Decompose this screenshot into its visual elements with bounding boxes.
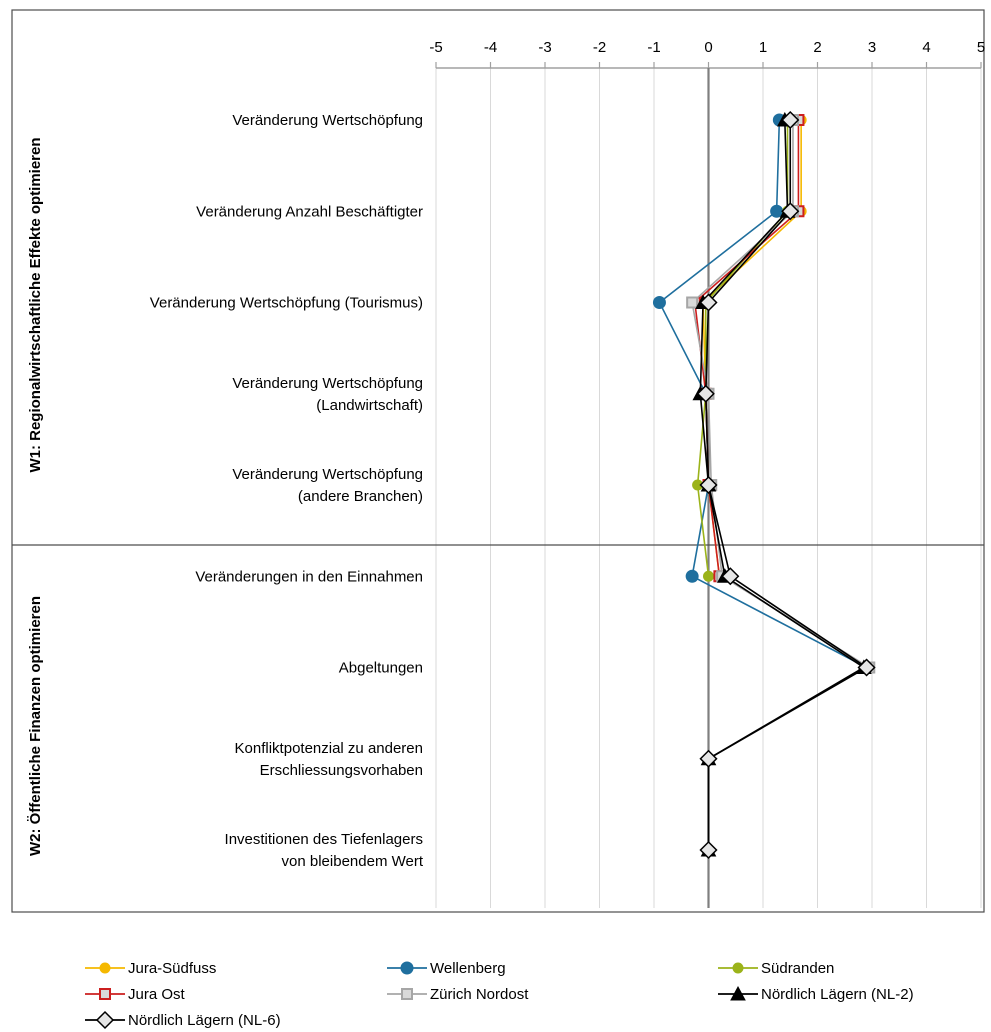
data-point [781, 110, 800, 130]
category-label: (Landwirtschaft) [316, 397, 423, 414]
x-tick-label: -2 [593, 39, 606, 56]
legend-item: Zürich Nordost [387, 986, 529, 1003]
group-labels: W1: Regionalwirtschaftliche Effekte opti… [27, 137, 44, 856]
legend-marker [99, 962, 111, 974]
x-tick-label: -3 [538, 39, 551, 56]
data-point [652, 296, 666, 309]
x-tick-label: 2 [813, 39, 821, 56]
data-point [699, 475, 718, 495]
data-point [699, 293, 718, 312]
legend-item: Südranden [718, 960, 834, 977]
data-point [699, 840, 718, 860]
category-label: Veränderung Wertschöpfung (Tourismus) [150, 295, 423, 312]
category-label: Veränderung Wertschöpfung [232, 466, 423, 483]
category-label: von bleibendem Wert [282, 853, 424, 870]
x-tick-label: 4 [922, 39, 930, 56]
legend-label: Nördlich Lägern (NL-2) [761, 986, 914, 1003]
data-point [721, 567, 740, 586]
category-labels: Veränderung Wertschöpfung Veränderung Anz… [150, 112, 424, 870]
legend-label: Südranden [761, 960, 834, 977]
legend-marker [400, 961, 414, 975]
category-label: Erschliessungsvorhaben [260, 762, 423, 779]
x-tick-label: 0 [704, 39, 712, 56]
legend-marker [99, 988, 111, 1000]
category-label: Konfliktpotenzial zu anderen [235, 740, 423, 757]
data-point [699, 749, 718, 768]
x-tick-label: -5 [429, 39, 442, 56]
x-tick-label: 1 [759, 39, 767, 56]
legend-item: Jura-Südfuss [85, 960, 216, 977]
data-point [781, 202, 800, 221]
category-label: (andere Branchen) [298, 488, 423, 505]
legend-marker [95, 1010, 115, 1030]
legend: Jura-Südfuss Wellenberg Südranden Jura Ost Z… [85, 960, 914, 1030]
series-layer [652, 110, 876, 860]
series [696, 110, 876, 860]
legend-item: Wellenberg [387, 960, 506, 977]
legend-label: Jura Ost [128, 986, 186, 1003]
legend-item: Nördlich Lägern (NL-2) [718, 985, 914, 1003]
grid-layer [435, 68, 982, 908]
legend-item: Jura Ost [85, 986, 186, 1003]
category-label: Veränderung Anzahl Beschäftigter [196, 203, 423, 220]
category-label: Investitionen des Tiefenlagers [225, 831, 423, 848]
legend-item: Nördlich Lägern (NL-6) [85, 1010, 281, 1030]
legend-label: Jura-Südfuss [128, 960, 216, 977]
category-label: Abgeltungen [339, 660, 423, 677]
data-point [685, 569, 699, 583]
x-tick-label: 5 [977, 39, 985, 56]
category-label: Veränderungen in den Einnahmen [195, 568, 423, 585]
legend-label: Zürich Nordost [430, 986, 529, 1003]
category-label: Veränderung Wertschöpfung [232, 375, 423, 392]
data-point [703, 570, 714, 582]
data-point [770, 204, 784, 218]
legend-marker [732, 962, 744, 974]
legend-marker [401, 988, 413, 1000]
data-point [686, 296, 699, 309]
group-label: W1: Regionalwirtschaftliche Effekte opti… [27, 137, 44, 472]
x-tick-label: -4 [484, 39, 497, 56]
category-label: Veränderung Wertschöpfung [232, 112, 423, 129]
group-label: W2: Öffentliche Finanzen optimieren [27, 596, 44, 856]
legend-label: Wellenberg [430, 960, 506, 977]
plot-frame [11, 9, 985, 913]
legend-marker [730, 985, 746, 1001]
data-point [696, 384, 715, 403]
legend-label: Nördlich Lägern (NL-6) [128, 1012, 281, 1029]
x-tick-label: -1 [647, 39, 660, 56]
data-point [857, 658, 876, 677]
x-tick-label: 3 [868, 39, 876, 56]
